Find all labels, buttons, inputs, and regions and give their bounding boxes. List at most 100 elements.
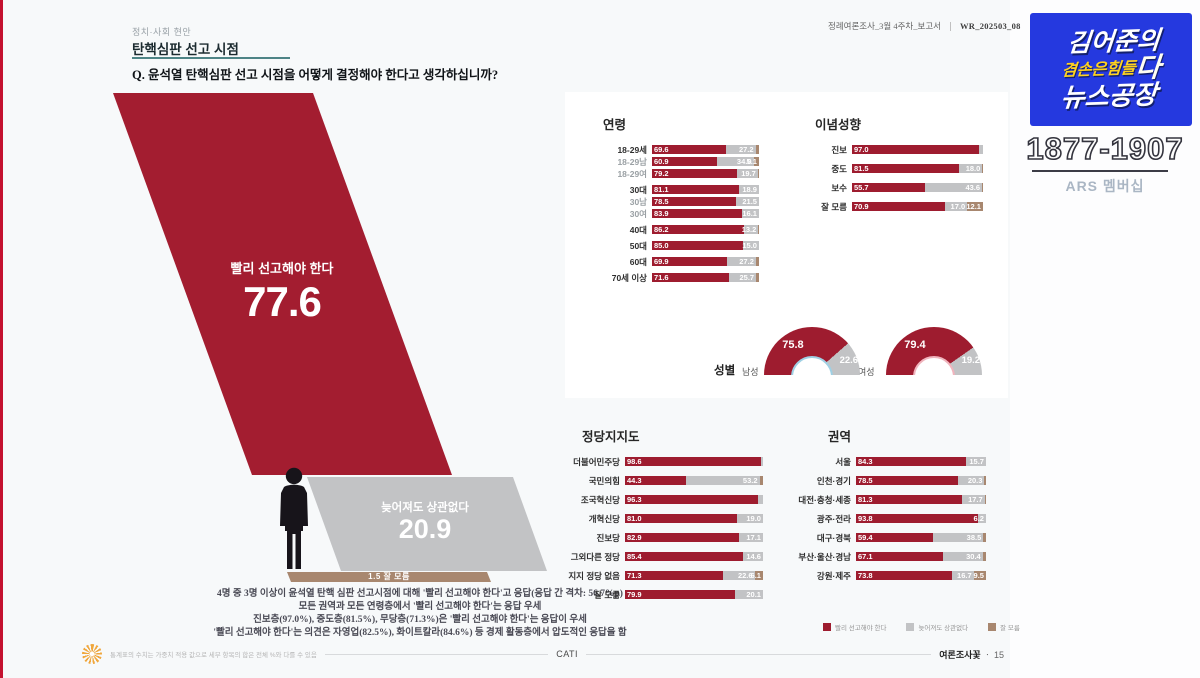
bar-row: 개혁신당 81.0 19.0	[552, 514, 763, 524]
bar-segment-value: 85.0	[654, 241, 669, 250]
bar-segment-value: 15.7	[969, 457, 984, 466]
bar-row-label: 50대	[629, 240, 647, 251]
footer-note: 통계표의 수치는 가중치 적용 값으로 세부 항목의 합은 전체 %와 다를 수…	[110, 652, 317, 659]
bar-segment-gray: 53.2	[686, 476, 760, 485]
bar-segment-value: 69.6	[654, 145, 669, 154]
bar-track: 86.2 13.2	[652, 225, 759, 234]
bar-row-label: 진보당	[596, 532, 620, 543]
title-underline	[132, 57, 290, 59]
bar-track: 55.7 43.6	[852, 183, 983, 192]
bar-segment-red: 79.9	[625, 590, 736, 599]
bar-segment-red: 71.6	[652, 273, 729, 282]
chart-title-gender: 성별	[714, 365, 736, 377]
bar-segment-gray	[979, 145, 983, 154]
bar-segment-brown: 6.1	[751, 571, 763, 580]
bar-row-label: 70세 이상	[611, 272, 647, 283]
gender-donut-male: 75.8 22.6	[764, 327, 860, 375]
doc-label: 정례여론조사_3월 4주차_보고서	[828, 21, 941, 31]
bar-track: 85.0 15.0	[652, 241, 759, 250]
bar-segment-value: 93.8	[858, 514, 873, 523]
bar-row-label: 잘 모름	[594, 589, 620, 600]
bar-row-label: 30여	[629, 208, 647, 219]
bar-segment-gray: 6.2	[974, 514, 986, 523]
bar-track: 59.4 38.5	[856, 533, 986, 542]
bar-row: 서울 84.3 15.7	[777, 457, 986, 467]
page-title: 탄핵심판 선고 시점	[132, 42, 239, 57]
section-eyebrow: 정치·사회 현안	[132, 27, 192, 37]
logo-text-block: 김어준의 겸손은힘들다 뉴스공장	[1058, 26, 1164, 113]
bar-track: 73.8 16.7 9.5	[856, 571, 986, 580]
bar-segment-value: 69.9	[654, 257, 669, 266]
bar-segment-value: 43.6	[965, 183, 981, 192]
bar-row-label: 더불어민주당	[573, 456, 620, 467]
bar-track: 79.9 20.1	[625, 590, 763, 599]
bar-segment-red: 93.8	[856, 514, 978, 523]
bar-segment-gray: 15.0	[742, 241, 759, 250]
bar-row-label: 잘 모름	[821, 201, 847, 212]
bar-segment-red: 78.5	[856, 476, 959, 485]
bar-track: 78.5 20.3	[856, 476, 986, 485]
bar-row-label: 진보	[831, 144, 847, 155]
bar-row: 18-29남 60.9 34.0 5.1	[591, 157, 759, 167]
page-number: 15	[993, 649, 1004, 660]
bar-segment-value: 21.5	[742, 197, 757, 206]
bar-segment-red: 67.1	[856, 552, 944, 561]
headline-fast-value: 77.6	[243, 278, 322, 325]
bar-row: 18-29여 79.2 19.7	[591, 169, 759, 179]
bar-row-label: 대구·경북	[816, 532, 851, 543]
bar-segment-value: 59.4	[858, 533, 873, 542]
bar-segment-value: 16.1	[742, 209, 757, 218]
legend-item: 늦어져도 상관없다	[906, 622, 968, 632]
logo-line-bottom: 뉴스공장	[1059, 79, 1158, 113]
bar-segment-value: 17.7	[968, 495, 983, 504]
legend-label: 잘 모름	[1000, 625, 1020, 632]
bar-segment-red: 85.4	[625, 552, 743, 561]
pollflower-logo-icon	[82, 644, 102, 664]
bar-row: 18-29세 69.6 27.2	[591, 145, 759, 155]
chart-title-ideology: 이념성향	[815, 118, 862, 132]
bar-segment-value: 98.6	[627, 457, 642, 466]
chart-title-party: 정당지지도	[582, 430, 640, 444]
footer-source: 여론조사꽃 ㆍ 15	[939, 648, 1004, 661]
bar-segment-value: 60.9	[654, 157, 669, 166]
headline-late-ok: 늦어져도 상관없다 20.9	[330, 499, 520, 545]
bar-track: 69.9 27.2	[652, 257, 759, 266]
bar-segment-brown	[982, 183, 983, 192]
donut-value-late: 19.2	[961, 354, 981, 366]
bar-segment-value: 6.2	[973, 514, 984, 523]
bar-track: 97.0	[852, 145, 983, 154]
bar-segment-red: 98.6	[625, 457, 762, 466]
donut-value-fast: 75.8	[782, 338, 804, 351]
bar-segment-red: 97.0	[852, 145, 980, 154]
chart-party: 더불어민주당 98.6 국민의힘 44.3 53.2 조국혁신당 96.3 개혁신당 81.0 1…	[552, 457, 763, 609]
bar-row: 광주·전라 93.8 6.2	[777, 514, 986, 524]
bar-segment-gray: 27.2	[726, 257, 756, 266]
bar-track: 85.4 14.6	[625, 552, 763, 561]
bar-segment-gray	[761, 457, 763, 466]
bar-segment-red: 85.0	[652, 241, 743, 250]
bar-segment-gray: 20.1	[735, 590, 763, 599]
bar-segment-gray: 14.6	[742, 552, 763, 561]
headline-fast-label: 빨리 선고해야 한다	[230, 261, 334, 276]
bar-segment-gray: 17.7	[961, 495, 985, 504]
bar-segment-value: 78.5	[654, 197, 669, 206]
bar-segment-red: 96.3	[625, 495, 758, 504]
bar-segment-value: 73.8	[858, 571, 873, 580]
bar-track: 71.3 22.6 6.1	[625, 571, 763, 580]
bar-segment-brown	[755, 257, 759, 266]
bar-segment-gray: 34.0	[717, 157, 754, 166]
bar-segment-value: 53.2	[742, 476, 758, 485]
bar-row: 진보 97.0	[805, 144, 983, 155]
bar-segment-value: 17.1	[746, 533, 761, 542]
bar-segment-value: 67.1	[858, 552, 873, 561]
summary-line: '빨리 선고해야 한다'는 의견은 자영업(82.5%), 화이트칼라(84.6…	[213, 628, 627, 638]
bar-segment-value: 96.3	[627, 495, 642, 504]
bar-row: 그외다른 정당 85.4 14.6	[552, 552, 763, 562]
ars-phone-number: 1877-1907	[1026, 131, 1184, 167]
headline-dontknow-bar: 1.5 잘 모름	[287, 572, 491, 582]
bar-segment-red: 71.3	[625, 571, 724, 580]
bar-segment-gray: 16.7	[951, 571, 974, 580]
survey-question: Q. 윤석열 탄핵심판 선고 시점을 어떻게 결정해야 한다고 생각하십니까?	[132, 68, 499, 82]
bar-segment-value: 34.0	[736, 157, 752, 166]
